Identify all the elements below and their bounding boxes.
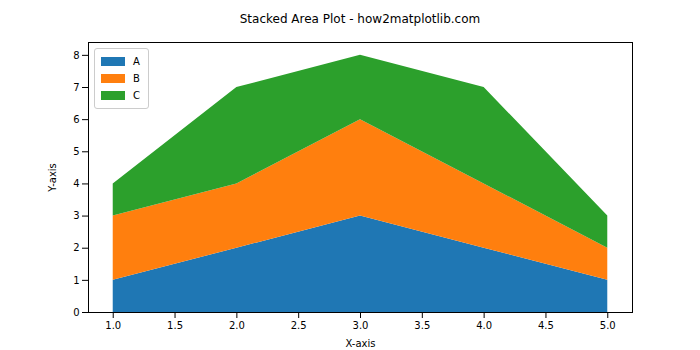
- svg-text:4: 4: [73, 178, 79, 189]
- svg-text:3: 3: [73, 210, 79, 221]
- svg-text:3.0: 3.0: [353, 320, 369, 331]
- svg-text:X-axis: X-axis: [346, 338, 376, 349]
- svg-text:1.0: 1.0: [105, 320, 121, 331]
- html-text:B: B: [133, 73, 140, 84]
- html-text:A: A: [133, 56, 140, 67]
- svg-text:1.5: 1.5: [167, 320, 183, 331]
- svg-text:Y-axis: Y-axis: [47, 163, 58, 193]
- svg-text:2.0: 2.0: [229, 320, 245, 331]
- svg-text:4.5: 4.5: [538, 320, 554, 331]
- svg-text:7: 7: [73, 82, 79, 93]
- html-text:C: C: [133, 90, 140, 101]
- svg-text:5.0: 5.0: [600, 320, 616, 331]
- svg-text:8: 8: [73, 50, 79, 61]
- svg-text:5: 5: [73, 146, 79, 157]
- svg-text:2.5: 2.5: [291, 320, 307, 331]
- svg-text:3.5: 3.5: [414, 320, 430, 331]
- svg-text:0: 0: [73, 307, 79, 318]
- svg-text:1: 1: [73, 275, 79, 286]
- svg-text:2: 2: [73, 242, 79, 253]
- svg-text:4.0: 4.0: [476, 320, 492, 331]
- svg-text:6: 6: [73, 114, 79, 125]
- html-text:Stacked Area Plot - how2matplo: Stacked Area Plot - how2matplotlib.com: [239, 12, 481, 26]
